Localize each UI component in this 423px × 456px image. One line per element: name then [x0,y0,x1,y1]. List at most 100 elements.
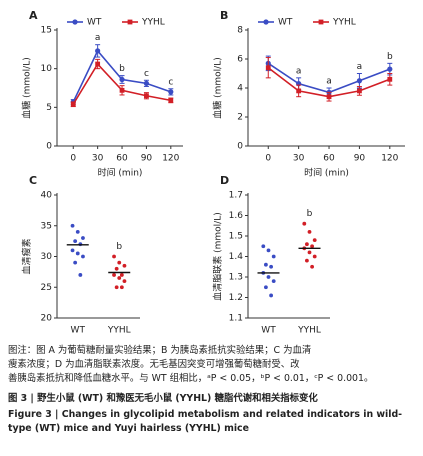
dot [112,254,116,259]
caption-title-en: Figure 3 | Changes in glycolipid metabol… [8,408,418,436]
x-tick-label: 30 [92,154,104,164]
title-line: Figure 3 | Changes in glycolipid metabol… [8,409,403,420]
point [326,94,332,100]
point [95,48,101,54]
legend-label: WT [278,18,293,28]
dot [305,242,309,247]
legend-marker [72,19,78,25]
x-tick-label: 0 [265,154,271,164]
y-tick-label: 20 [41,314,53,324]
dot [117,260,122,265]
dot [307,250,312,255]
y-axis-label: 血糖 (mmol/L) [21,57,33,118]
y-tick-label: 5 [46,103,52,113]
dot [307,230,312,234]
dot [269,264,273,269]
point [357,88,362,94]
point [144,93,149,99]
dot [122,263,127,268]
annotation: b [387,52,393,62]
dot [70,223,75,228]
legend-marker [127,19,133,25]
annotation: c [144,69,149,79]
annotation: a [357,62,363,72]
dot [75,251,80,256]
dot [78,273,83,277]
y-tick-label: 1.5 [229,232,243,242]
dot [261,244,266,249]
x-tick-label: YYHL [297,326,321,336]
point [356,78,363,84]
dot [264,285,268,290]
point [119,76,125,83]
dot [114,266,119,271]
x-tick-label: 0 [70,154,76,164]
point [387,76,393,82]
caption-title-cn: 图 3 | 野生小鼠 (WT) 和豫医无毛小鼠 (YYHL) 糖脂代谢和相关指标… [8,393,318,404]
point [119,87,125,93]
y-tick-label: 6 [237,55,243,65]
note-line: 善胰岛素抵抗和降低血糖水平。与 WT 组相比，ᵃP < 0.05，ᵇP < 0.… [8,373,374,384]
y-tick-label: 0 [237,142,243,152]
dot [266,248,271,253]
x-tick-label: 30 [293,154,305,164]
caption-note: 图注：图 A 为葡萄糖耐量实验结果；B 为胰岛素抵抗实验结果；C 为血清 瘦素浓… [8,344,418,386]
panel-letter: D [220,174,229,187]
panel-letter: A [29,9,38,22]
dot [114,285,119,290]
x-tick-label: 90 [141,154,153,164]
y-tick-label: 2 [237,113,243,123]
dot [70,248,75,253]
x-tick-label: WT [71,326,86,336]
point [143,80,150,86]
dot [271,254,276,259]
y-tick-label: 10 [41,64,53,74]
legend-marker [318,19,324,25]
x-tick-label: 60 [323,154,335,164]
panel-letter: C [29,174,37,187]
legend-label: YYHL [141,18,165,28]
x-axis-label: 时间 (min) [98,167,143,179]
legend-marker [263,19,269,25]
panel-letter: B [220,9,228,22]
annotation: c [168,77,173,87]
y-tick-label: 40 [41,191,53,201]
y-tick-label: 1.4 [229,252,244,262]
note-line: 图注：图 A 为葡萄糖耐量实验结果；B 为胰岛素抵抗实验结果；C 为血清 [8,345,312,356]
legend-label: WT [87,18,102,28]
dot [312,238,317,243]
annotation: a [326,77,332,87]
annotation: a [296,66,302,76]
x-tick-label: 60 [116,154,128,164]
y-tick-label: 25 [41,283,52,293]
y-tick-label: 30 [41,252,53,262]
dot [73,239,78,244]
dot [264,262,268,267]
title-line: type (WT) mice and Yuyi hairless (YYHL) … [8,423,249,434]
dot [302,221,307,226]
x-axis-label: 时间 (min) [304,167,349,179]
dot [117,276,122,280]
x-tick-label: YYHL [107,326,131,336]
dot [119,285,124,290]
y-axis-label: 血清瘦素 [21,238,33,274]
y-tick-label: 1.1 [229,314,243,324]
y-axis-label: 血清脂联素 (mmol/L) [212,212,224,300]
annotation: b [116,242,122,252]
annotation: b [307,209,313,219]
dot [312,254,317,259]
dot [112,273,116,277]
point [95,61,101,67]
x-tick-label: 90 [354,154,366,164]
y-tick-label: 1.6 [229,211,244,221]
point [168,89,174,95]
x-tick-label: WT [261,326,276,336]
point [387,66,393,72]
note-line: 瘦素浓度；D 为血清脂联素浓度。无毛基因突变可增强葡萄糖耐受、改 [8,359,300,370]
dot [310,244,314,249]
dot [81,236,85,240]
dot [75,230,80,234]
y-tick-label: 0 [46,142,52,152]
